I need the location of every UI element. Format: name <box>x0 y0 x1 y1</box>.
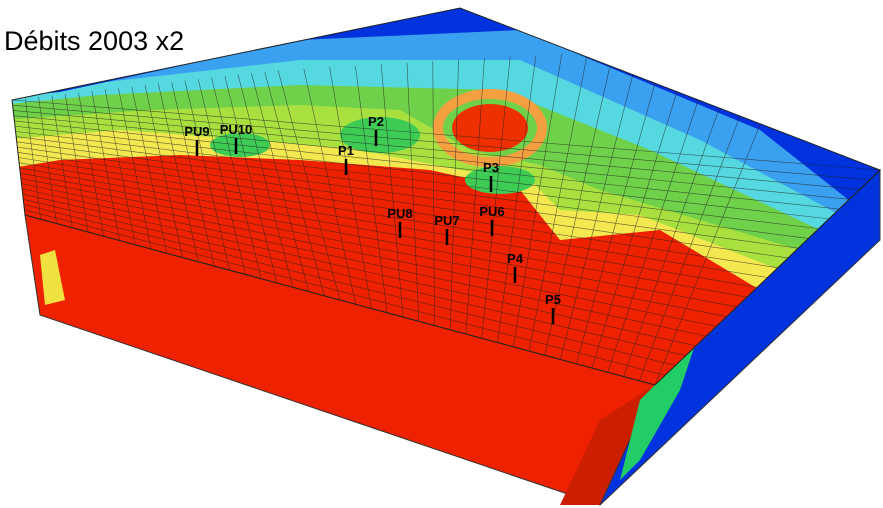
grid-line <box>303 68 357 305</box>
grid-line <box>38 96 57 224</box>
grid-line <box>24 209 666 376</box>
grid-line <box>481 56 511 339</box>
grid-line <box>13 110 860 190</box>
grid-line <box>449 59 459 330</box>
grid-line <box>20 178 727 317</box>
grid-line <box>277 70 341 301</box>
grid-line <box>497 55 537 343</box>
grid-line <box>211 77 262 279</box>
grid-line <box>184 80 231 271</box>
top-outline <box>11 7 881 386</box>
grid-line <box>104 89 136 245</box>
well-label: P1 <box>338 143 354 158</box>
grid-line <box>329 67 372 309</box>
grid-line <box>12 104 870 181</box>
grid-line <box>17 151 778 269</box>
grid-line <box>16 136 809 239</box>
grid-line <box>264 71 325 296</box>
grid-line <box>355 65 388 313</box>
well-label: PU6 <box>479 204 504 219</box>
title: Débits 2003 x2 <box>4 26 184 56</box>
well-label: PU7 <box>434 213 459 228</box>
grid-line <box>19 162 758 288</box>
side-anomaly <box>620 330 700 480</box>
front-shade <box>560 385 655 505</box>
grid-line <box>18 157 768 278</box>
grid-line <box>406 62 420 322</box>
wells: PU9 PU10 P2 P1 P3 PU8 PU7 PU6 P4 P5 <box>184 114 561 324</box>
grid-line <box>512 53 563 347</box>
grid-line <box>237 74 294 288</box>
grid-line <box>380 64 404 318</box>
grid-line <box>21 188 707 337</box>
grid-line <box>14 120 840 210</box>
well-label: PU10 <box>220 122 253 137</box>
grid-line <box>20 172 737 308</box>
grid-line <box>544 50 614 356</box>
grid-line <box>15 131 819 229</box>
well-label: PU8 <box>387 206 412 221</box>
grid-line <box>13 115 850 200</box>
grid-line <box>64 93 89 233</box>
grid-line <box>432 61 435 326</box>
grid-line <box>14 125 829 220</box>
grid-line <box>224 76 278 284</box>
grid-line <box>25 98 42 220</box>
grid-line <box>17 146 788 259</box>
well-label: P2 <box>368 114 384 129</box>
grid-line <box>19 167 748 298</box>
grid-line <box>16 141 799 249</box>
grid-line <box>23 204 676 366</box>
grid-line <box>251 73 309 292</box>
grid-line <box>197 79 246 275</box>
well-label: P4 <box>507 251 524 266</box>
grid-line <box>12 99 880 171</box>
grid-line <box>465 58 485 335</box>
grid-line <box>22 193 696 347</box>
grid-line <box>51 95 73 228</box>
grid-line <box>528 52 588 352</box>
well-label: PU9 <box>184 124 209 139</box>
grid-line <box>21 183 717 327</box>
well-label: P3 <box>483 160 499 175</box>
well-label: P5 <box>545 292 561 307</box>
grid-line <box>23 199 686 356</box>
grid-line <box>78 92 105 237</box>
front-anomaly <box>40 250 65 305</box>
